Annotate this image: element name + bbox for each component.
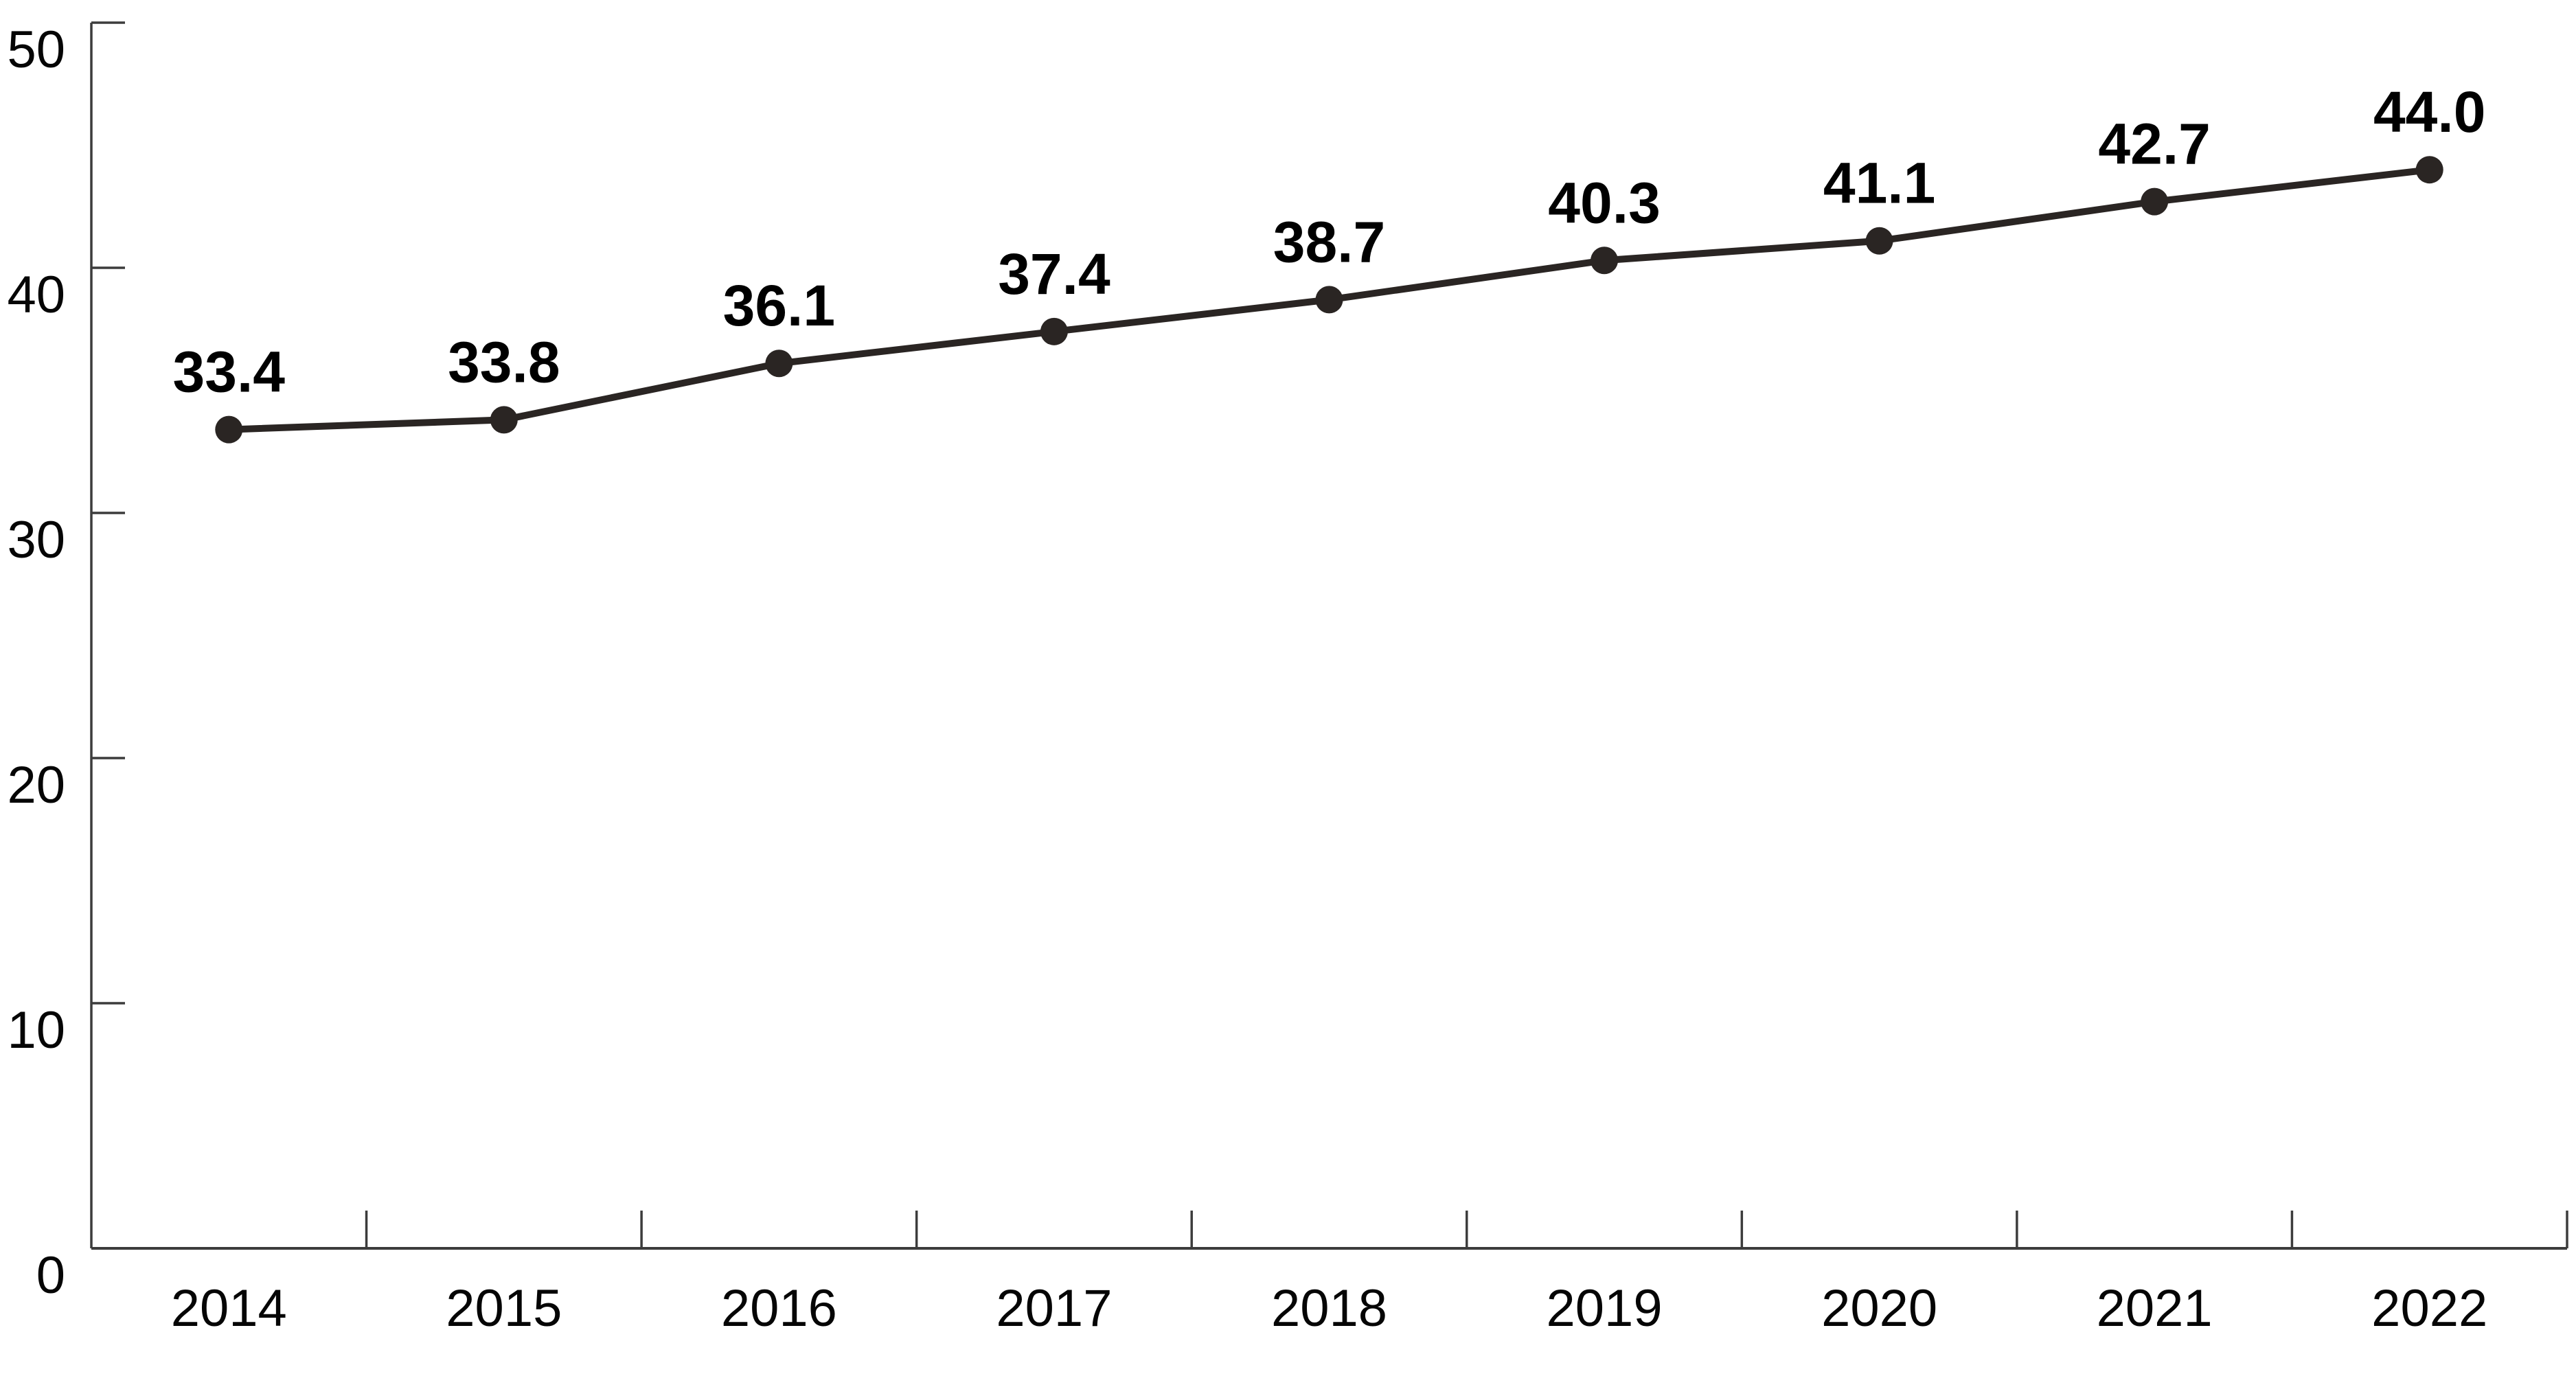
data-point-marker (2415, 156, 2443, 184)
data-point-marker (1040, 317, 1068, 345)
data-point-label: 33.8 (448, 330, 560, 394)
data-point-label: 33.4 (173, 340, 286, 404)
x-axis-tick-label: 2019 (1547, 1279, 1663, 1338)
y-axis-tick-label: 40 (7, 266, 65, 324)
data-point-label: 42.7 (2098, 112, 2211, 176)
data-point-marker (765, 350, 793, 378)
data-point-label: 40.3 (1548, 170, 1661, 235)
y-axis-tick-label: 20 (7, 756, 65, 814)
data-point-marker (2141, 187, 2169, 216)
data-point-marker (490, 406, 518, 434)
y-axis-tick-label: 10 (7, 1001, 65, 1060)
data-point-marker (1315, 286, 1343, 314)
data-point-marker (1865, 227, 1893, 255)
x-axis-tick-label: 2015 (446, 1279, 562, 1338)
data-point-label: 37.4 (998, 242, 1110, 306)
x-axis-tick-label: 2021 (2097, 1279, 2213, 1338)
data-point-label: 36.1 (723, 273, 836, 338)
y-axis-tick-label: 50 (7, 21, 65, 79)
x-axis-tick-label: 2020 (1821, 1279, 1937, 1338)
data-point-marker (1591, 247, 1619, 275)
y-axis-tick-label: 0 (36, 1246, 65, 1305)
x-axis-tick-label: 2017 (996, 1279, 1112, 1338)
y-axis-tick-label: 30 (7, 511, 65, 569)
x-axis-tick-label: 2014 (171, 1279, 287, 1338)
data-point-label: 41.1 (1823, 151, 1936, 216)
data-point-label: 44.0 (2373, 80, 2486, 144)
data-point-label: 38.7 (1273, 209, 1386, 274)
data-point-marker (215, 415, 243, 444)
x-axis-tick-label: 2016 (721, 1279, 837, 1338)
x-axis-tick-label: 2018 (1271, 1279, 1387, 1338)
x-axis-tick-label: 2022 (2371, 1279, 2487, 1338)
